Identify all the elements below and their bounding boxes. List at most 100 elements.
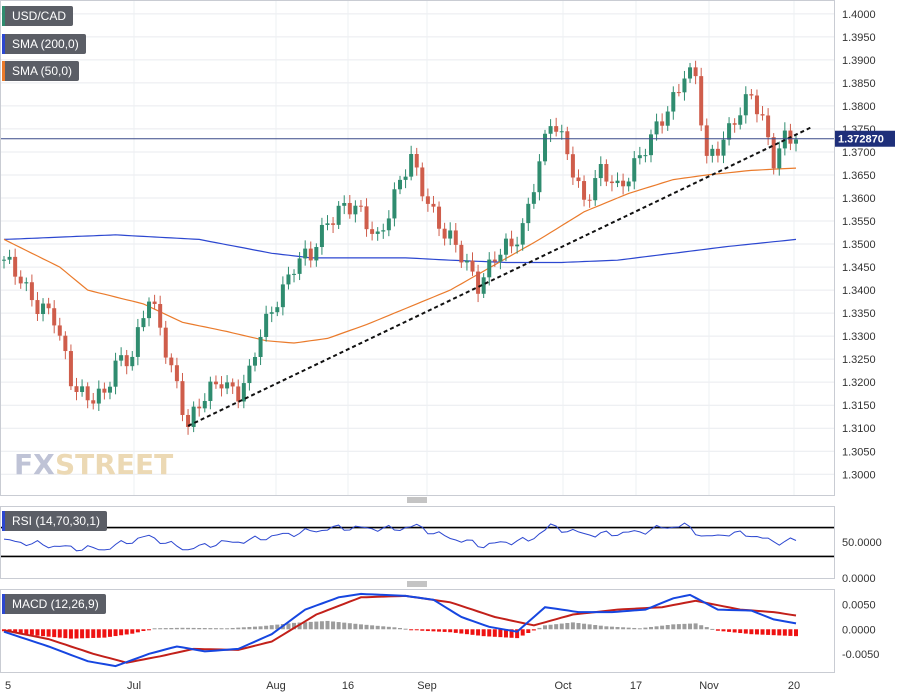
candle [80, 379, 85, 397]
candle-body [102, 388, 107, 393]
candle [119, 347, 124, 367]
candle [202, 393, 207, 413]
macd-histogram-bar [777, 629, 782, 636]
macd-histogram-bar [308, 621, 313, 630]
candle [113, 352, 118, 395]
candle-body [275, 307, 280, 313]
candle [409, 145, 414, 181]
candle-body [124, 355, 129, 367]
candle-body [487, 259, 492, 278]
macd-histogram-bar [453, 629, 458, 633]
candle [520, 218, 525, 251]
candle-body [509, 238, 514, 247]
candle [13, 248, 18, 285]
macd-histogram-bar [225, 628, 230, 630]
macd-histogram-bar [202, 628, 207, 630]
candle [85, 382, 90, 409]
macd-histogram-bar [509, 629, 514, 638]
price-y-tick-label: 1.3500 [842, 239, 876, 251]
candle-body [743, 94, 748, 116]
candle [727, 117, 732, 146]
macd-histogram-bar [476, 629, 481, 636]
candle-body [442, 228, 447, 239]
candle [297, 252, 302, 281]
legend-sma50[interactable]: SMA (50,0) [2, 61, 80, 81]
candle-body [364, 206, 369, 230]
candle [632, 151, 637, 190]
candle-body [727, 123, 732, 140]
candle [693, 60, 698, 85]
candle [582, 175, 587, 207]
price-y-tick-label: 1.3250 [842, 354, 876, 366]
candle-body [448, 230, 453, 239]
x-tick-label: Oct [554, 680, 571, 692]
legend-macd[interactable]: MACD (12,26,9) [2, 594, 106, 614]
candle [2, 256, 6, 269]
candle-body [648, 134, 653, 156]
macd-histogram-bar [147, 629, 152, 631]
macd-histogram-bar [241, 627, 246, 630]
macd-histogram-bar [275, 624, 280, 630]
macd-histogram-bar [732, 629, 737, 633]
macd-histogram-bar [331, 621, 336, 630]
macd-histogram-bar [637, 628, 642, 630]
candle-body [174, 365, 179, 382]
price-y-tick-label: 1.3600 [842, 193, 876, 205]
x-tick-label: Nov [699, 680, 719, 692]
price-y-tick-label: 1.3200 [842, 377, 876, 389]
candle-body [381, 230, 386, 232]
candle-body [531, 192, 536, 204]
candle-body [241, 383, 246, 402]
macd-histogram-bar [403, 628, 408, 630]
candle [515, 236, 520, 254]
candle-body [141, 318, 146, 328]
candle-body [543, 133, 548, 162]
candle [671, 86, 676, 120]
candle-body [353, 205, 358, 215]
candle-body [46, 303, 51, 309]
candle [704, 118, 709, 164]
price-y-tick-label: 1.3100 [842, 423, 876, 435]
candle [626, 177, 631, 192]
candle-body [576, 177, 581, 182]
candles [2, 60, 798, 435]
candle [749, 89, 754, 100]
macd-histogram-bar [163, 628, 168, 630]
candle [386, 210, 391, 237]
candle [336, 201, 341, 230]
candle [459, 240, 464, 268]
legend-rsi[interactable]: RSI (14,70,30,1) [2, 511, 108, 531]
candle [186, 409, 191, 435]
macd-histogram-bar [208, 628, 213, 630]
candle [743, 86, 748, 124]
legend-sma200[interactable]: SMA (200,0) [2, 34, 86, 54]
macd-histogram-bar [665, 625, 670, 630]
macd-histogram-bar [498, 629, 503, 638]
rsi-line [3, 522, 797, 552]
legend-instrument[interactable]: USD/CAD [2, 6, 74, 26]
candle [732, 118, 737, 133]
candle [531, 183, 536, 209]
candle [342, 195, 347, 215]
candle-body [57, 325, 62, 336]
price-y-tick-label: 1.3150 [842, 400, 876, 412]
candle-body [13, 256, 18, 277]
macd-histogram-bar [68, 629, 73, 639]
candle-body [565, 131, 570, 155]
macd-histogram-bar [336, 622, 341, 630]
candle-body [643, 155, 648, 157]
logo-fx: FX [14, 448, 55, 481]
candle-body [208, 381, 213, 401]
candle-body [286, 274, 291, 285]
candle-body [24, 282, 29, 284]
macd-histogram-bar [738, 629, 743, 634]
candle [29, 274, 34, 307]
candle [331, 217, 336, 234]
candle [308, 241, 313, 268]
candle-body [342, 203, 347, 206]
macd-histogram-bar [593, 625, 598, 630]
price-y-tick-label: 1.3550 [842, 216, 876, 228]
macd-histogram-bar [710, 628, 715, 630]
candle-body [68, 351, 73, 387]
candle-body [766, 115, 771, 138]
